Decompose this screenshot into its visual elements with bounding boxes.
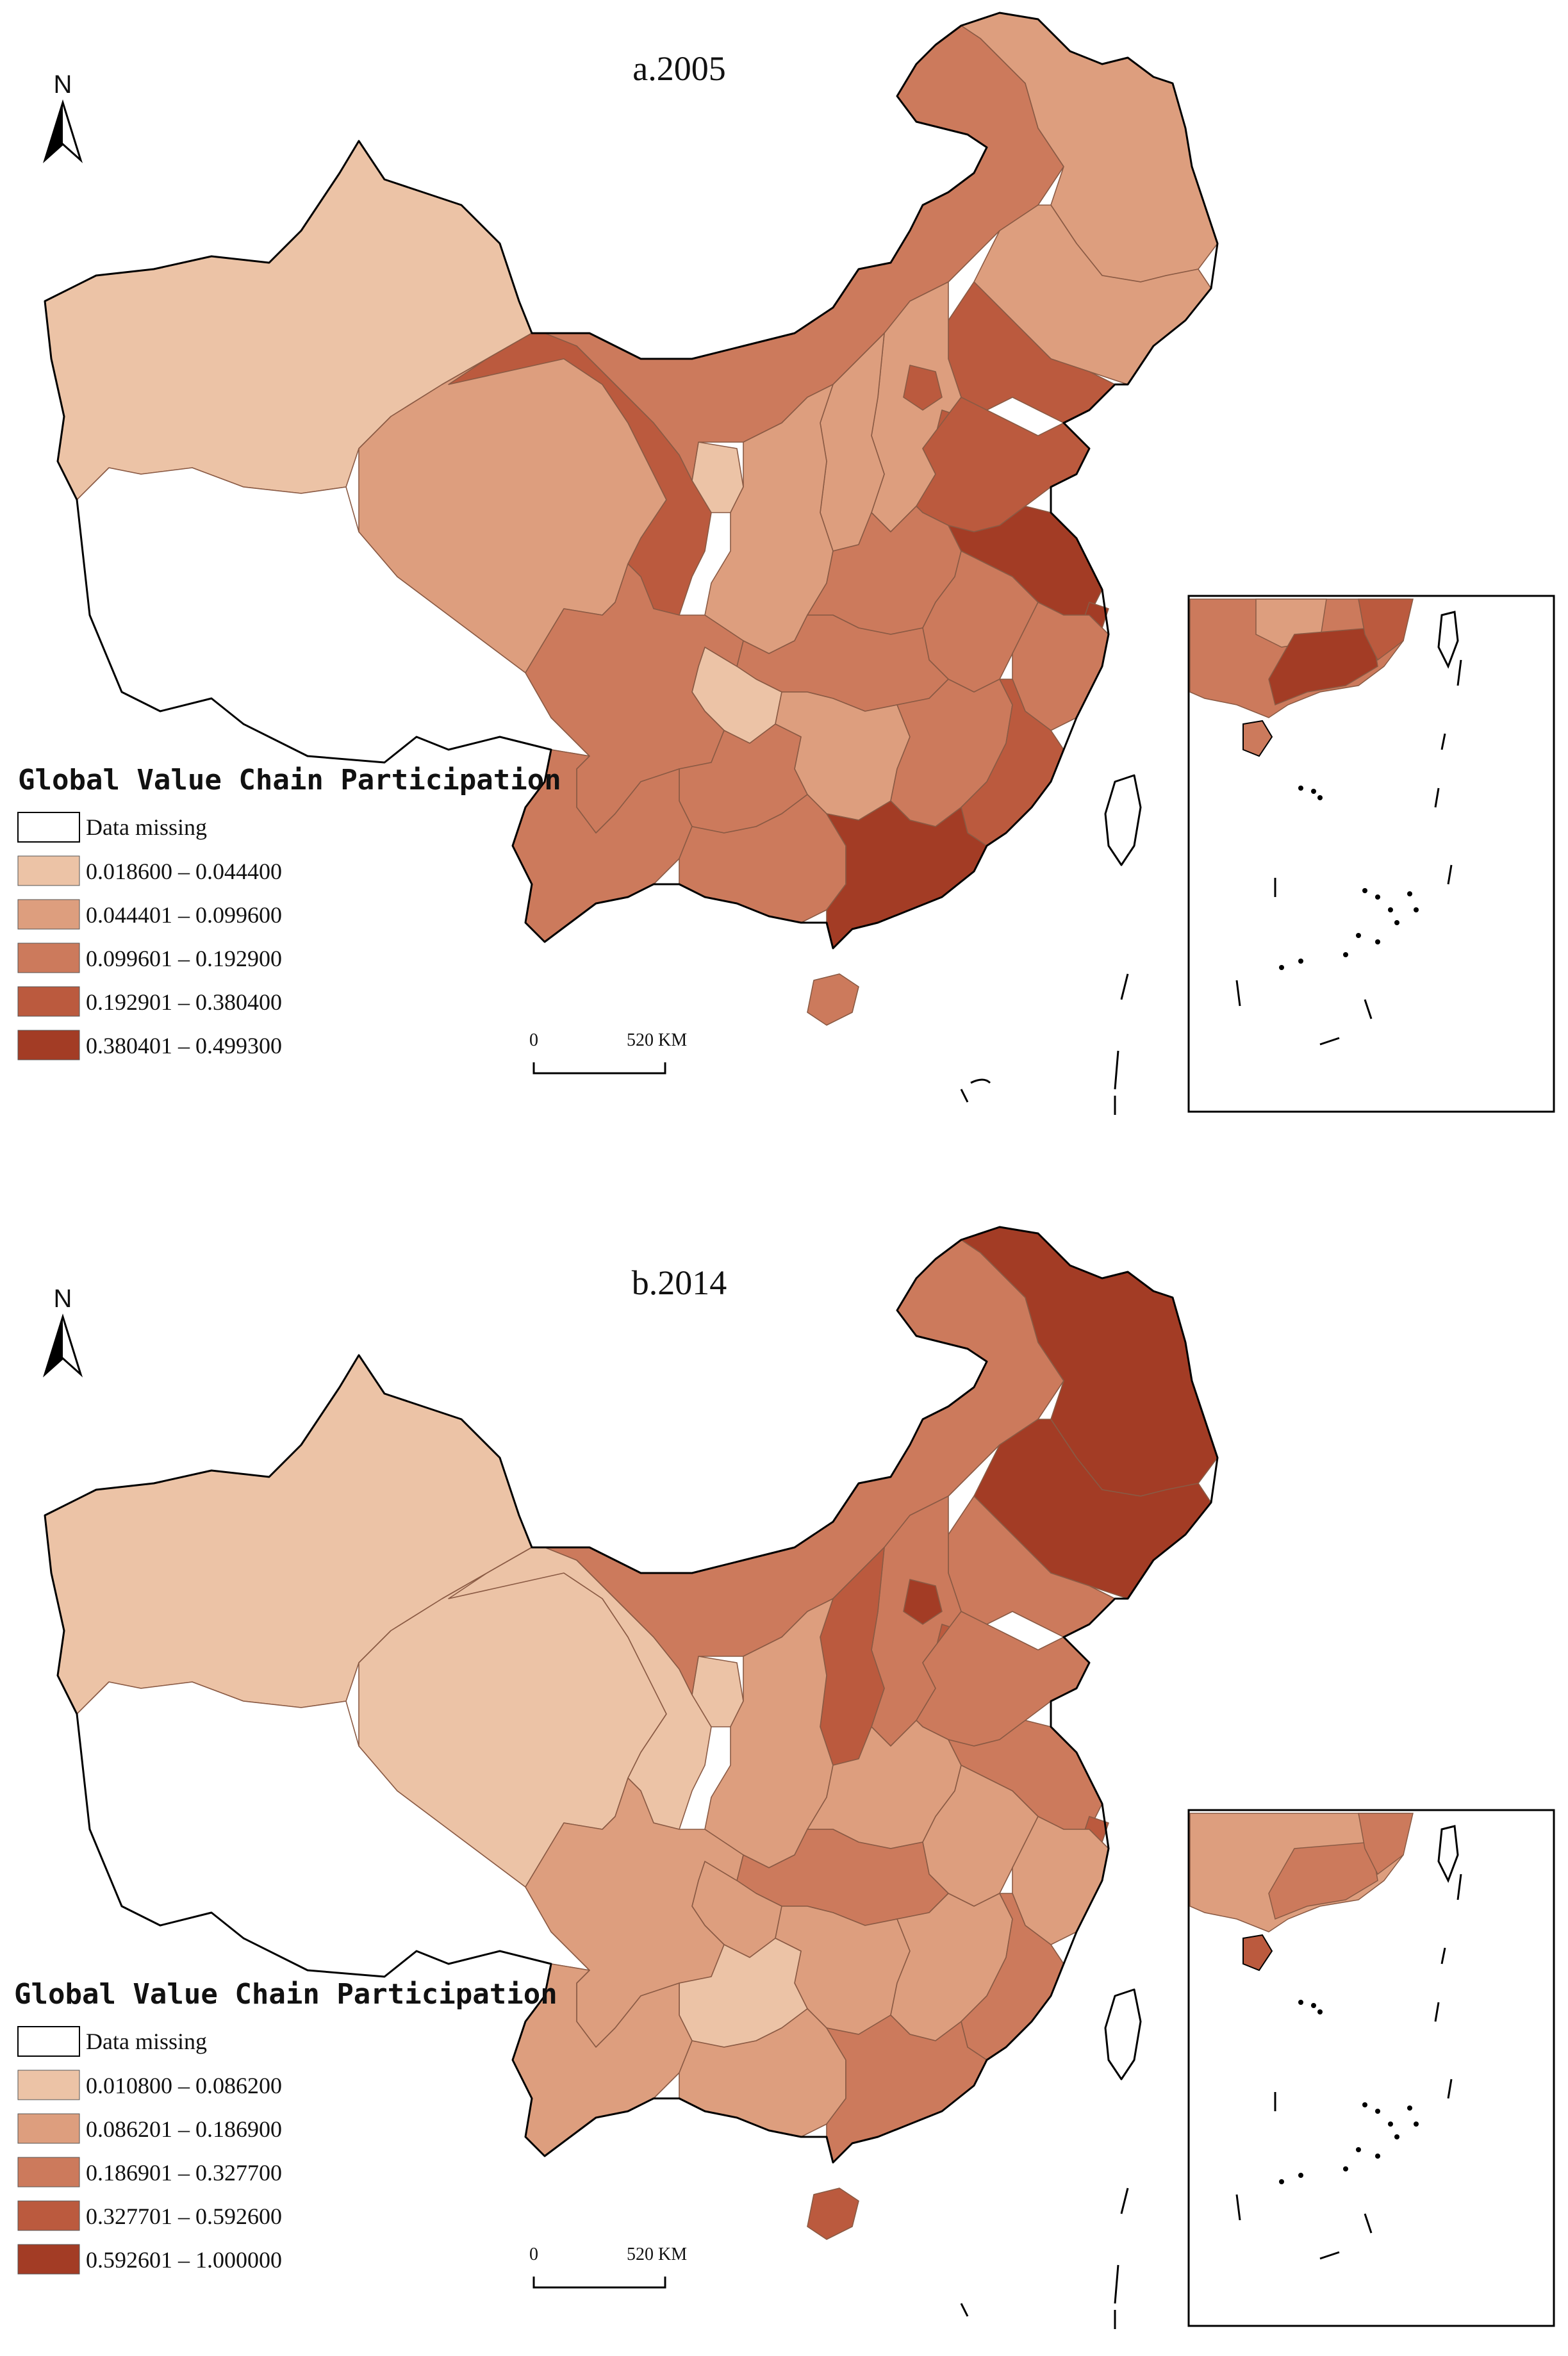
scale-end-label: 520 KM xyxy=(627,1030,687,1050)
legend-label-missing: Data missing xyxy=(86,814,207,840)
legend-item: 0.099601 – 0.192900 xyxy=(17,943,282,973)
scale-end-label: 520 KM xyxy=(627,2245,687,2264)
legend-swatch xyxy=(17,2113,80,2144)
region-guangdong xyxy=(826,2014,987,2163)
legend-swatch xyxy=(17,943,80,973)
region-hainan xyxy=(807,973,859,1026)
north-label: N xyxy=(54,1285,72,1313)
legend-swatch xyxy=(17,2157,80,2187)
inset-map xyxy=(1187,1809,1555,2327)
legend-label: 0.380401 – 0.499300 xyxy=(86,1033,282,1059)
legend-label: 0.186901 – 0.327700 xyxy=(86,2160,282,2186)
legend: Global Value Chain Participation Data mi… xyxy=(17,764,561,1060)
legend-item: 0.044401 – 0.099600 xyxy=(17,899,282,930)
sea-boundary-marks xyxy=(960,973,1129,1115)
panel-title: b.2014 xyxy=(632,1264,727,1302)
legend-swatch-missing xyxy=(17,812,80,843)
legend-heading: Global Value Chain Participation xyxy=(14,1978,557,2011)
legend-item: 0.592601 – 1.000000 xyxy=(17,2244,282,2275)
legend-swatch xyxy=(17,2244,80,2275)
legend-swatch-missing xyxy=(17,2026,80,2057)
region-taiwan xyxy=(1104,1988,1142,2080)
legend-swatch xyxy=(17,1030,80,1060)
panel-title: a.2005 xyxy=(632,49,725,88)
legend-item: 0.186901 – 0.327700 xyxy=(17,2157,282,2187)
legend-item: 0.380401 – 0.499300 xyxy=(17,1030,282,1060)
legend-swatch xyxy=(17,899,80,930)
scale-start-label: 0 xyxy=(529,2245,538,2264)
legend-item: 0.010800 – 0.086200 xyxy=(17,2070,282,2100)
legend-swatch xyxy=(17,986,80,1017)
region-hainan xyxy=(807,2187,859,2240)
legend-label-missing: Data missing xyxy=(86,2029,207,2054)
legend-label: 0.018600 – 0.044400 xyxy=(86,859,282,884)
region-taiwan xyxy=(1104,774,1142,866)
legend-label: 0.099601 – 0.192900 xyxy=(86,946,282,971)
north-arrow: N xyxy=(42,1285,83,1378)
legend-label: 0.327701 – 0.592600 xyxy=(86,2204,282,2229)
legend-item: 0.327701 – 0.592600 xyxy=(17,2200,282,2231)
legend-swatch xyxy=(17,2070,80,2100)
legend-swatch xyxy=(17,855,80,886)
legend-item: 0.192901 – 0.380400 xyxy=(17,986,282,1017)
legend-swatch xyxy=(17,2200,80,2231)
north-label: N xyxy=(54,70,72,99)
legend: Global Value Chain Participation Data mi… xyxy=(14,1978,557,2275)
scale-bar: 0 520 KM xyxy=(529,1030,687,1075)
scale-start-label: 0 xyxy=(529,1030,538,1050)
map-panel-2014: b.2014 N xyxy=(14,1226,1555,2329)
map-panel-2005: a.2005 N xyxy=(17,12,1555,1115)
province-layer xyxy=(44,1226,1219,2329)
legend-label: 0.192901 – 0.380400 xyxy=(86,989,282,1015)
scale-bar: 0 520 KM xyxy=(529,2245,687,2289)
inset-map xyxy=(1187,595,1555,1113)
region-guangdong xyxy=(826,800,987,949)
legend-label: 0.592601 – 1.000000 xyxy=(86,2247,282,2273)
legend-heading: Global Value Chain Participation xyxy=(18,764,561,796)
north-arrow: N xyxy=(42,70,83,163)
legend-label: 0.086201 – 0.186900 xyxy=(86,2116,282,2142)
legend-label: 0.010800 – 0.086200 xyxy=(86,2073,282,2098)
legend-item: 0.086201 – 0.186900 xyxy=(17,2113,282,2144)
legend-item: 0.018600 – 0.044400 xyxy=(17,855,282,886)
legend-label: 0.044401 – 0.099600 xyxy=(86,902,282,928)
